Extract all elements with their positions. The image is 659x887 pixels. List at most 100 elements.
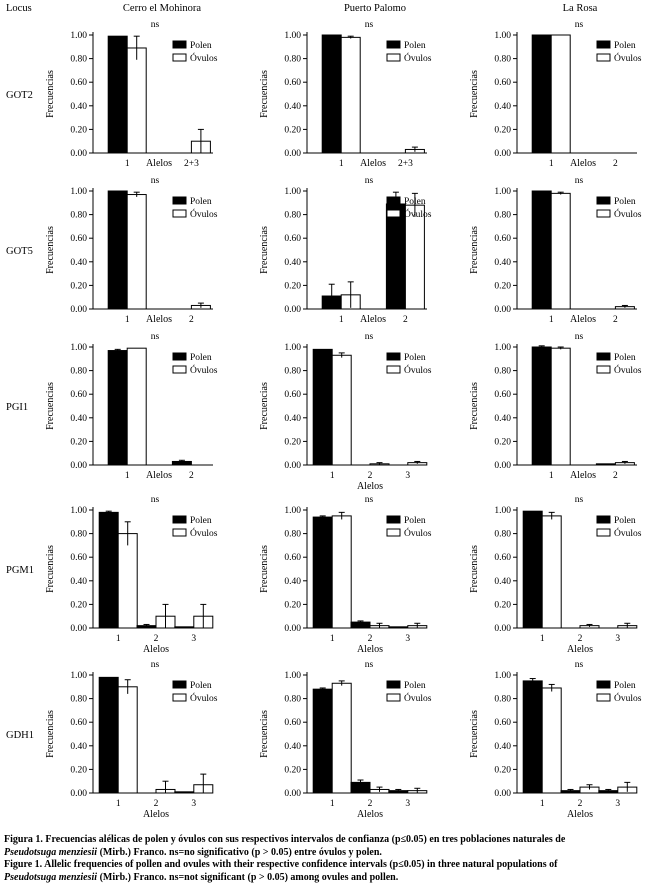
y-tick-label: 0.20 <box>284 125 301 135</box>
legend-ovulos-label: Óvulos <box>614 364 642 376</box>
locus-labels: GOT2 GOT5 PGI1 PGM1 GDH1 <box>6 90 34 741</box>
x-axis-label: Alelos <box>570 314 596 325</box>
y-tick-label: 0.60 <box>494 718 511 728</box>
x-axis-label: Alelos <box>570 470 596 481</box>
x-tick-label: 2+3 <box>398 159 413 169</box>
significance-label: ns <box>365 332 374 342</box>
y-tick-label: 0.00 <box>70 789 87 799</box>
legend-polen-label: Polen <box>404 353 426 363</box>
x-axis-label: Alelos <box>143 644 169 655</box>
y-tick-label: 0.40 <box>284 577 301 587</box>
y-axis-label: Frecuencias <box>469 226 480 274</box>
legend-ovulos-swatch <box>386 693 401 702</box>
y-tick-label: 0.40 <box>284 258 301 268</box>
legend-ovulos-label: Óvulos <box>614 208 642 220</box>
y-tick-label: 0.00 <box>284 149 301 159</box>
x-tick-label: 2 <box>613 471 618 481</box>
x-tick-label: 1 <box>116 634 121 644</box>
polen-bar <box>522 510 543 629</box>
legend-polen-swatch <box>172 196 187 205</box>
polen-bar <box>522 680 543 794</box>
polen-bar <box>107 350 128 466</box>
polen-bar <box>531 190 552 310</box>
y-tick-label: 0.80 <box>70 695 87 705</box>
y-tick-label: 0.40 <box>284 742 301 752</box>
locus-label-pgm1: PGM1 <box>6 565 34 576</box>
legend-ovulos-label: Óvulos <box>614 692 642 704</box>
y-tick-label: 0.60 <box>70 78 87 88</box>
significance-label: ns <box>365 495 374 505</box>
polen-bar <box>174 626 195 629</box>
ovulos-bar <box>117 533 138 629</box>
legend-polen-label: Polen <box>190 681 212 691</box>
legend-ovulos-label: Óvulos <box>404 527 432 539</box>
chart-pgi1-1: ns 0.00 0.20 0.40 0.60 0.80 1.00 Frecuencias 1 2 A… <box>45 332 218 481</box>
x-tick-label: 3 <box>615 634 620 644</box>
polen-bar <box>174 791 195 794</box>
y-tick-label: 0.60 <box>70 390 87 400</box>
y-tick-label: 0.80 <box>70 367 87 377</box>
significance-label: ns <box>575 176 584 186</box>
population-header-1: Cerro el Mohinora <box>123 3 201 14</box>
y-tick-label: 0.20 <box>494 281 511 291</box>
y-tick-label: 0.80 <box>494 695 511 705</box>
legend-polen-label: Polen <box>614 41 636 51</box>
caption-es-species: Pseudotsuga menziesii <box>4 846 98 858</box>
legend-ovulos-swatch <box>172 209 187 218</box>
y-tick-label: 0.20 <box>70 600 87 610</box>
legend-ovulos-label: Óvulos <box>190 364 218 376</box>
y-tick-label: 0.00 <box>494 624 511 634</box>
x-axis-label: Alelos <box>567 809 593 820</box>
x-tick-label: 2 <box>613 159 618 169</box>
y-tick-label: 0.80 <box>284 530 301 540</box>
legend-polen-swatch <box>596 680 611 689</box>
y-tick-label: 0.60 <box>284 78 301 88</box>
significance-label: ns <box>151 332 160 342</box>
x-tick-label: 2 <box>368 634 373 644</box>
y-tick-label: 0.60 <box>494 78 511 88</box>
ovulos-bar <box>340 36 361 154</box>
legend-ovulos-swatch <box>172 528 187 537</box>
y-tick-label: 0.00 <box>494 461 511 471</box>
legend-ovulos-swatch <box>596 53 611 62</box>
y-tick-label: 0.40 <box>284 414 301 424</box>
y-tick-label: 1.00 <box>494 343 511 353</box>
x-tick-label: 2 <box>368 799 373 809</box>
legend-polen-label: Polen <box>614 197 636 207</box>
legend-polen-label: Polen <box>404 516 426 526</box>
y-tick-label: 0.60 <box>70 553 87 563</box>
y-tick-label: 1.00 <box>494 31 511 41</box>
legend-polen-swatch <box>172 680 187 689</box>
y-tick-label: 0.40 <box>70 414 87 424</box>
chart-pgm1-2: ns 0.00 0.20 0.40 0.60 0.80 1.00 Frecuencias 1 2 3… <box>259 495 432 655</box>
y-tick-label: 0.00 <box>494 305 511 315</box>
legend-ovulos-swatch <box>596 209 611 218</box>
y-axis-label: Frecuencias <box>45 382 56 430</box>
ovulos-bar <box>331 682 352 794</box>
legend-ovulos-label: Óvulos <box>190 52 218 64</box>
y-tick-label: 0.00 <box>70 305 87 315</box>
significance-label: ns <box>365 660 374 670</box>
polen-bar <box>388 626 409 629</box>
chart-got5-3: ns 0.00 0.20 0.40 0.60 0.80 1.00 Frecuencias 1 2 A… <box>469 176 642 325</box>
chart-gdh1-3: ns 0.00 0.20 0.40 0.60 0.80 1.00 Frecuencias 1 2 3… <box>469 660 642 820</box>
ovulos-bar <box>126 194 147 310</box>
y-tick-label: 0.20 <box>494 600 511 610</box>
y-tick-label: 0.00 <box>284 461 301 471</box>
y-tick-label: 0.20 <box>70 281 87 291</box>
y-tick-label: 0.60 <box>284 390 301 400</box>
y-tick-label: 0.00 <box>284 624 301 634</box>
y-tick-label: 0.20 <box>70 437 87 447</box>
polen-bar <box>321 34 342 154</box>
caption-es-tail: (Mirb.) Franco. ns=no significativo (p >… <box>97 846 382 858</box>
x-tick-label: 2 <box>578 799 583 809</box>
legend-polen-swatch <box>386 680 401 689</box>
x-tick-label: 2 <box>578 634 583 644</box>
y-tick-label: 0.20 <box>494 437 511 447</box>
x-tick-label: 1 <box>330 799 335 809</box>
x-tick-label: 1 <box>125 159 130 169</box>
x-axis-label: Alelos <box>567 644 593 655</box>
x-tick-label: 1 <box>339 315 344 325</box>
y-tick-label: 0.80 <box>284 367 301 377</box>
y-axis-label: Frecuencias <box>259 545 270 593</box>
